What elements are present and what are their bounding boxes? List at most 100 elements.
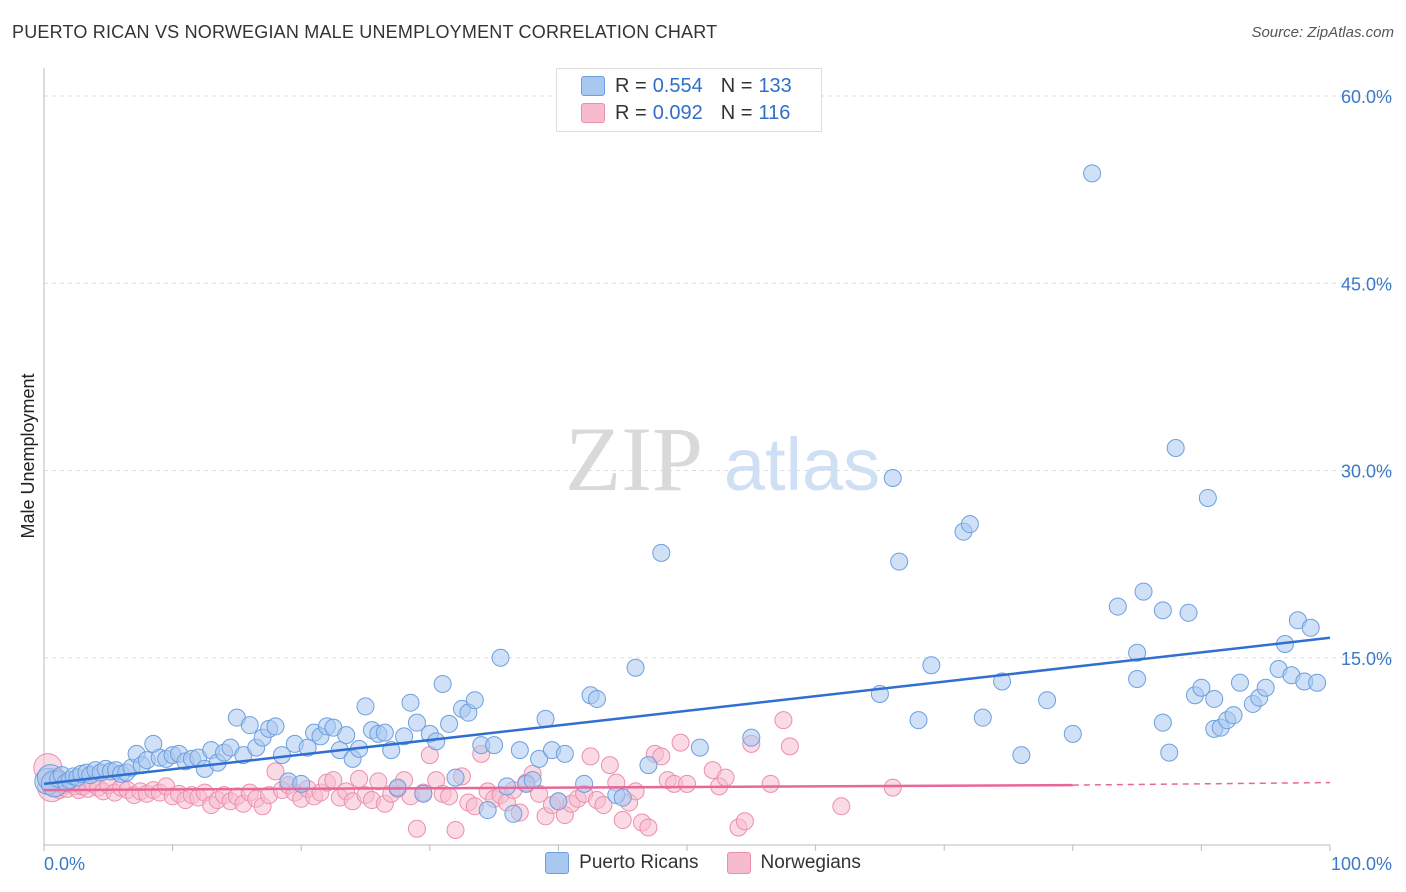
norwegians-point xyxy=(716,768,735,787)
puerto-ricans-point xyxy=(1301,618,1320,637)
puerto-ricans-point xyxy=(1205,689,1224,708)
puerto-ricans-point xyxy=(356,697,375,716)
puerto-ricans-point xyxy=(375,723,394,742)
legend-label-norwegians: Norwegians xyxy=(760,852,861,873)
correlation-legend: R = 0.554 N = 133 R = 0.092 N = 116 xyxy=(556,68,822,132)
norwegians-point xyxy=(761,774,780,793)
swatch-norwegians xyxy=(726,852,751,874)
y-tick-label: 60.0% xyxy=(1341,87,1392,107)
puerto-ricans-point xyxy=(433,674,452,693)
puerto-ricans-points xyxy=(34,164,1327,823)
puerto-ricans-point xyxy=(993,672,1012,691)
norwegians-point xyxy=(407,819,426,838)
r-label: R = xyxy=(615,74,647,97)
puerto-ricans-point xyxy=(549,792,568,811)
norwegians-point xyxy=(350,769,369,788)
watermark-zip: ZIP xyxy=(565,408,703,510)
puerto-ricans-point xyxy=(1192,678,1211,697)
swatch-puerto-ricans xyxy=(545,852,570,874)
norwegians-point xyxy=(832,797,851,816)
puerto-ricans-point xyxy=(240,716,259,735)
puerto-ricans-point xyxy=(690,738,709,757)
puerto-ricans-point xyxy=(465,691,484,710)
puerto-ricans-point xyxy=(1153,713,1172,732)
norwegians-point xyxy=(594,796,613,815)
puerto-ricans-point xyxy=(510,741,529,760)
norwegians-point xyxy=(671,733,690,752)
puerto-ricans-point xyxy=(909,711,928,730)
puerto-ricans-point xyxy=(1160,743,1179,762)
puerto-ricans-point xyxy=(395,727,414,746)
puerto-ricans-point xyxy=(491,648,510,667)
r-value: 0.554 xyxy=(652,74,703,97)
chart-title: PUERTO RICAN VS NORWEGIAN MALE UNEMPLOYM… xyxy=(12,22,718,42)
puerto-ricans-point xyxy=(922,656,941,675)
puerto-ricans-point xyxy=(613,788,632,807)
norwegians-point xyxy=(613,811,632,830)
puerto-ricans-point xyxy=(266,717,285,736)
puerto-ricans-point xyxy=(652,543,671,562)
puerto-ricans-point xyxy=(1134,582,1153,601)
puerto-ricans-point xyxy=(883,468,902,487)
norwegians-point xyxy=(639,818,658,837)
puerto-ricans-point xyxy=(639,756,658,775)
puerto-ricans-point xyxy=(337,726,356,745)
puerto-ricans-point xyxy=(1128,643,1147,662)
puerto-ricans-point xyxy=(1224,706,1243,725)
puerto-ricans-point xyxy=(427,732,446,751)
puerto-ricans-point xyxy=(1012,746,1031,765)
norwegians-point xyxy=(735,812,754,831)
puerto-ricans-point xyxy=(1083,164,1102,183)
source-label: Source: ZipAtlas.com xyxy=(1251,24,1394,41)
puerto-ricans-trend-line xyxy=(43,636,1331,786)
norwegians-point xyxy=(883,778,902,797)
y-tick-label: 15.0% xyxy=(1341,649,1392,669)
puerto-ricans-point xyxy=(523,771,542,790)
r-value: 0.092 xyxy=(652,101,703,124)
norwegians-point xyxy=(652,747,671,766)
puerto-ricans-point xyxy=(1179,603,1198,622)
norwegians-point xyxy=(369,772,388,791)
norwegians-trend-line-extension xyxy=(1072,781,1331,786)
n-value: 133 xyxy=(758,74,792,97)
puerto-ricans-point xyxy=(440,714,459,733)
y-tick-label: 30.0% xyxy=(1341,462,1392,482)
legend-row-norwegians: R = 0.092 N = 116 xyxy=(581,100,790,126)
trend-lines xyxy=(43,636,1331,792)
watermark-atlas: atlas xyxy=(724,423,880,506)
norwegians-points xyxy=(33,711,902,840)
puerto-ricans-point xyxy=(414,784,433,803)
norwegians-point xyxy=(774,711,793,730)
y-axis-title: Male Unemployment xyxy=(18,373,38,538)
puerto-ricans-point xyxy=(1308,673,1327,692)
puerto-ricans-point xyxy=(973,708,992,727)
y-tick-label: 45.0% xyxy=(1341,274,1392,294)
puerto-ricans-point xyxy=(298,738,317,757)
puerto-ricans-point xyxy=(530,749,549,768)
puerto-ricans-point xyxy=(401,693,420,712)
puerto-ricans-point xyxy=(1198,488,1217,507)
legend-label-puerto-ricans: Puerto Ricans xyxy=(579,852,699,873)
swatch-puerto-ricans xyxy=(581,76,605,96)
puerto-ricans-point xyxy=(478,801,497,820)
puerto-ricans-point xyxy=(497,777,516,796)
axes xyxy=(43,68,1331,851)
puerto-ricans-point xyxy=(1166,439,1185,458)
puerto-ricans-point xyxy=(1256,678,1275,697)
legend-item-puerto-ricans: Puerto Ricans xyxy=(545,852,699,874)
x-tick-label: 100.0% xyxy=(1331,854,1392,874)
puerto-ricans-point xyxy=(446,768,465,787)
puerto-ricans-point xyxy=(575,774,594,793)
n-label: N = xyxy=(720,74,753,97)
puerto-ricans-point xyxy=(504,804,523,823)
r-label: R = xyxy=(615,101,647,124)
axis-labels: 15.0% 30.0% 45.0% 60.0% 0.0% 100.0% Male Unemp… xyxy=(18,87,1392,874)
puerto-ricans-point xyxy=(1063,724,1082,743)
puerto-ricans-point xyxy=(1108,597,1127,616)
puerto-ricans-point xyxy=(1153,601,1172,620)
puerto-ricans-point xyxy=(407,713,426,732)
puerto-ricans-point xyxy=(742,728,761,747)
norwegians-trend-line xyxy=(43,783,1073,792)
x-tick-label: 0.0% xyxy=(44,854,85,874)
